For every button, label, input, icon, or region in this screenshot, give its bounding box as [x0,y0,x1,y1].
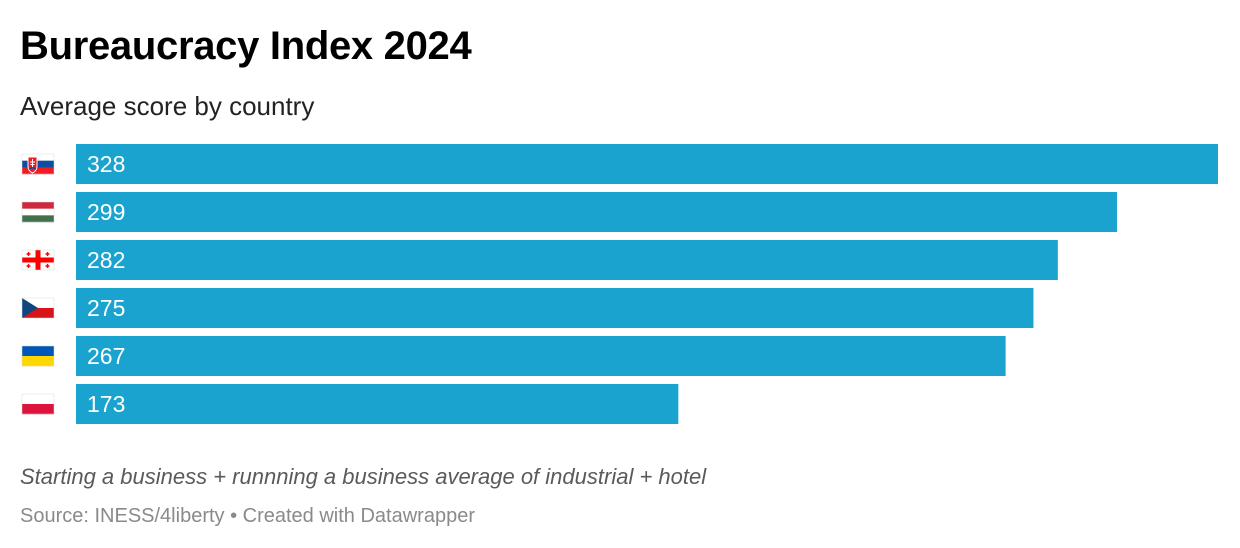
hungary-flag [21,201,55,223]
chart-title: Bureaucracy Index 2024 [20,24,472,68]
bar [76,384,679,424]
czechia-flag [21,297,55,319]
bar-value-label: 173 [87,391,125,417]
bar-value-label: 328 [87,151,125,177]
georgia-flag [21,249,55,271]
bar-value-label: 267 [87,343,125,369]
bar-value-label: 299 [87,199,125,225]
bar [76,144,1218,184]
chart-subtitle: Average score by country [20,91,315,121]
bar-value-label: 275 [87,295,125,321]
slovakia-flag [21,153,55,175]
bar [76,336,1006,376]
bar [76,288,1034,328]
bar [76,192,1118,232]
ukraine-flag [21,345,55,367]
chart-source: Source: INESS/4liberty • Created with Da… [20,505,475,527]
bar [76,240,1058,280]
poland-flag [21,393,55,415]
chart-note: Starting a business + runnning a busines… [20,464,707,489]
bar-value-label: 282 [87,247,125,273]
